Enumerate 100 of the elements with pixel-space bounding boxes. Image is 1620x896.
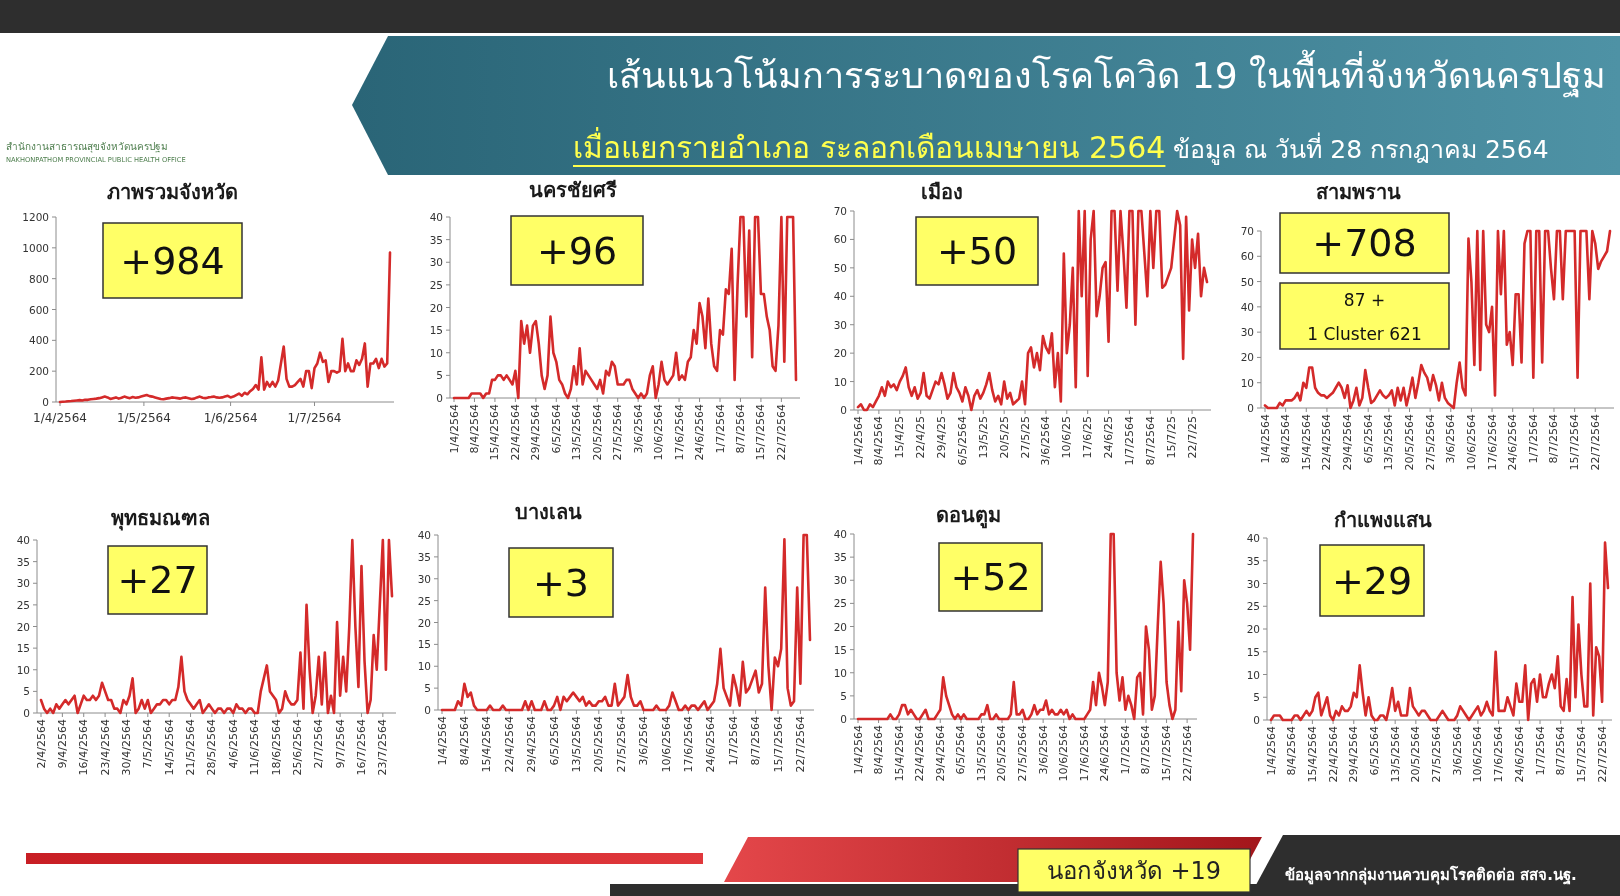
y-tick-label: 25 <box>1246 600 1260 613</box>
x-tick-label: 27/5/2564 <box>1016 725 1030 782</box>
y-tick-label: 1000 <box>22 241 49 254</box>
chart-title: พุทธมณฑล <box>110 506 210 531</box>
x-tick-label: 22/4/2564 <box>1326 726 1340 783</box>
x-tick-label: 22/4/2564 <box>913 725 927 782</box>
x-tick-label: 9/7/2564 <box>333 719 347 769</box>
x-tick-label: 1/5/2564 <box>116 411 171 425</box>
y-tick-label: 0 <box>23 707 30 719</box>
y-tick-label: 40 <box>417 529 431 541</box>
x-tick-label: 22/4/25 <box>914 416 928 459</box>
x-tick-label: 15/4/2564 <box>892 725 906 782</box>
y-tick-label: 35 <box>417 550 431 563</box>
y-tick-label: 10 <box>833 375 847 388</box>
y-tick-label: 5 <box>840 689 847 702</box>
x-tick-label: 22/7/2564 <box>1595 726 1609 783</box>
x-tick-label: 27/5/2564 <box>1430 726 1444 783</box>
x-tick-label: 1/4/2564 <box>851 416 865 466</box>
x-tick-label: 8/7/2564 <box>1547 414 1561 464</box>
x-tick-label: 25/6/2564 <box>290 719 304 776</box>
x-tick-label: 20/5/2564 <box>995 725 1009 782</box>
x-tick-label: 10/6/25 <box>1060 416 1074 459</box>
x-tick-label: 29/4/2564 <box>1341 414 1355 471</box>
x-tick-label: 18/6/2564 <box>269 719 283 776</box>
x-tick-label: 20/5/2564 <box>1409 726 1423 783</box>
x-tick-label: 1/7/2564 <box>287 411 342 425</box>
chart-title: เมือง <box>921 180 963 204</box>
x-tick-label: 10/6/2564 <box>659 716 673 773</box>
x-tick-label: 7/5/2564 <box>141 719 155 769</box>
x-tick-label: 15/4/2564 <box>1305 726 1319 783</box>
x-tick-label: 21/5/2564 <box>184 719 198 776</box>
x-tick-label: 15/7/2564 <box>1568 414 1582 471</box>
y-tick-label: 20 <box>429 301 443 314</box>
x-tick-label: 27/5/2564 <box>1423 414 1437 471</box>
y-tick-label: 35 <box>16 555 30 568</box>
y-tick-label: 40 <box>833 290 847 303</box>
text: สำนักงานสาธารณสุขจังหวัดนครปฐม <box>6 141 168 153</box>
y-tick-label: 20 <box>1246 623 1260 635</box>
x-tick-label: 6/5/2564 <box>954 725 968 775</box>
annotation: +27 <box>117 558 198 602</box>
y-tick-label: 400 <box>28 334 49 347</box>
x-tick-label: 8/4/2564 <box>872 725 886 775</box>
chart-title: นครชัยศรี <box>529 178 617 202</box>
x-tick-label: 10/6/2564 <box>652 404 666 461</box>
y-tick-label: 30 <box>429 256 443 269</box>
text: ข้อมูลจากกลุ่มงานควบคุมโรคติดต่อ สสจ.นฐ. <box>1285 865 1577 885</box>
x-tick-label: 14/5/2564 <box>162 719 176 776</box>
x-tick-label: 1/7/2564 <box>1122 416 1136 466</box>
y-tick-label: 35 <box>1246 554 1260 567</box>
x-tick-label: 15/7/2564 <box>1574 726 1588 783</box>
y-tick-label: 15 <box>429 324 443 337</box>
chart-title: ดอนตูม <box>935 503 1001 529</box>
y-tick-label: 70 <box>1240 225 1254 237</box>
x-tick-label: 29/4/25 <box>935 416 949 459</box>
x-tick-label: 1/4/2564 <box>1258 414 1272 464</box>
annotation: +3 <box>532 560 590 605</box>
x-tick-label: 20/5/25 <box>997 416 1011 459</box>
x-tick-label: 8/4/2564 <box>1279 414 1293 464</box>
chart-title: กำแพงแสน <box>1334 508 1432 532</box>
x-tick-label: 22/7/2564 <box>1180 725 1194 782</box>
x-tick-label: 4/6/2564 <box>226 719 240 769</box>
y-tick-label: 15 <box>16 642 30 655</box>
x-tick-label: 15/4/2564 <box>1299 414 1313 471</box>
y-tick-label: 20 <box>833 620 847 633</box>
annotation: +96 <box>536 228 618 273</box>
x-tick-label: 6/5/2564 <box>955 416 969 466</box>
x-tick-label: 22/4/2564 <box>1320 414 1334 471</box>
x-tick-label: 16/7/2564 <box>354 719 368 776</box>
x-tick-label: 3/6/2564 <box>631 404 645 454</box>
y-tick-label: 40 <box>833 528 847 540</box>
chart-title: บางเลน <box>514 500 582 524</box>
x-tick-label: 15/4/25 <box>893 416 907 459</box>
x-tick-label: 23/7/2564 <box>376 719 390 776</box>
y-tick-label: 0 <box>42 396 49 408</box>
y-tick-label: 30 <box>1240 326 1254 339</box>
y-tick-label: 40 <box>429 211 443 223</box>
y-tick-label: 20 <box>417 616 431 629</box>
x-tick-label: 28/5/2564 <box>205 719 219 776</box>
x-tick-label: 13/5/2564 <box>1388 726 1402 783</box>
x-tick-label: 30/4/2564 <box>119 719 133 776</box>
x-tick-label: 22/7/2564 <box>793 716 807 773</box>
x-tick-label: 8/4/2564 <box>467 404 481 454</box>
x-tick-label: 17/6/2564 <box>1485 414 1499 471</box>
y-tick-label: 25 <box>417 594 431 607</box>
y-tick-label: 30 <box>1246 577 1260 590</box>
x-tick-label: 17/6/2564 <box>672 404 686 461</box>
x-tick-label: 15/7/25 <box>1164 416 1178 459</box>
x-tick-label: 1/7/2564 <box>1526 414 1540 464</box>
x-tick-label: 29/4/2564 <box>525 716 539 773</box>
y-tick-label: 10 <box>1240 376 1254 389</box>
x-tick-label: 20/5/2564 <box>1402 414 1416 471</box>
x-tick-label: 2/4/2564 <box>34 719 48 769</box>
y-tick-label: 60 <box>833 233 847 246</box>
x-tick-label: 24/6/2564 <box>704 716 718 773</box>
y-tick-label: 40 <box>1246 532 1260 544</box>
x-tick-label: 1/6/2564 <box>203 411 258 425</box>
x-tick-label: 22/7/2564 <box>1588 414 1602 471</box>
x-tick-label: 6/5/2564 <box>1367 726 1381 776</box>
y-tick-label: 0 <box>1253 714 1260 726</box>
y-tick-label: 40 <box>1240 300 1254 313</box>
